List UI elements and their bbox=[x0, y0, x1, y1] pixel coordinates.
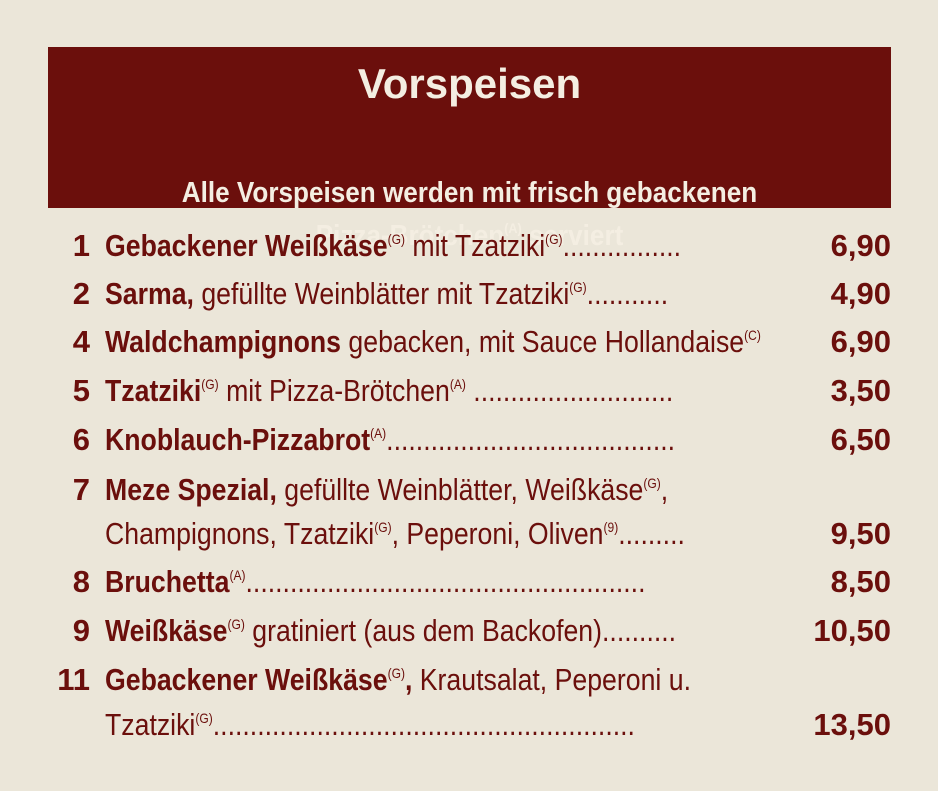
allergen-marker: (G) bbox=[227, 616, 245, 632]
menu-item-name: , bbox=[404, 662, 413, 697]
menu-item-line: 8 Bruchetta(A)...........................… bbox=[0, 562, 938, 602]
menu-item-text: ......... bbox=[618, 516, 685, 551]
menu-item-text: gratiniert (aus dem Backofen).......... bbox=[244, 613, 677, 648]
menu-item-line: 1 Gebackener Weißkäse(G) mit Tzatziki(G).… bbox=[0, 226, 938, 266]
menu-item-name: Gebackener Weißkäse bbox=[105, 228, 388, 263]
menu-item-price: 6,50 bbox=[830, 422, 891, 457]
allergen-marker: (A) bbox=[370, 425, 387, 441]
allergen-marker: (C) bbox=[744, 327, 761, 343]
menu-item-line: 6 Knoblauch-Pizzabrot(A).................… bbox=[0, 420, 938, 460]
menu-item-line: 7 Meze Spezial, gefüllte Weinblätter, Wei… bbox=[0, 470, 938, 510]
section-subtitle-line-2: Pizza-Brötchen(A) serviert bbox=[90, 218, 849, 254]
subtitle-bread-label: Pizza-Brötchen bbox=[315, 220, 505, 252]
menu-item-price: 9,50 bbox=[830, 516, 891, 551]
menu-item-number: 6 bbox=[72, 422, 90, 457]
menu-item-description: Gebackener Weißkäse(G), Krautsalat, Pepe… bbox=[105, 660, 691, 700]
menu-item-text: ................ bbox=[562, 228, 682, 263]
menu-item-price: 10,50 bbox=[813, 613, 891, 648]
allergen-marker: (G) bbox=[374, 519, 392, 535]
allergen-marker: (9) bbox=[603, 519, 619, 535]
menu-item-name: Tzatziki bbox=[105, 373, 202, 408]
menu-item-price: 3,50 bbox=[830, 373, 891, 408]
menu-item-price: 13,50 bbox=[813, 707, 891, 742]
menu-item-description: Knoblauch-Pizzabrot(A)..................… bbox=[105, 420, 675, 460]
menu-item-number: 9 bbox=[72, 613, 90, 648]
allergen-marker: (G) bbox=[387, 231, 405, 247]
allergen-marker: (G) bbox=[387, 665, 405, 681]
menu-item-line: 11 Gebackener Weißkäse(G), Krautsalat, Pe… bbox=[0, 660, 938, 700]
menu-item-line: 4 Waldchampignons gebacken, mit Sauce Hol… bbox=[0, 322, 938, 362]
menu-item-description: Meze Spezial, gefüllte Weinblätter, Weiß… bbox=[105, 470, 668, 510]
menu-item-description: Bruchetta(A)............................… bbox=[105, 562, 645, 602]
menu-item-text: ........................... bbox=[465, 373, 674, 408]
menu-item-text: Krautsalat, Peperoni u. bbox=[412, 662, 691, 697]
menu-item-number: 2 bbox=[72, 276, 90, 311]
menu-item-price: 6,90 bbox=[830, 228, 891, 263]
menu-item-name: Weißkäse bbox=[105, 613, 228, 648]
menu-item-text: mit Pizza-Brötchen bbox=[218, 373, 450, 408]
subtitle-allergen-marker: (A) bbox=[504, 220, 522, 236]
menu-item-number: 11 bbox=[57, 662, 90, 697]
menu-item-text: ........... bbox=[586, 276, 669, 311]
menu-item-text: ........................................… bbox=[245, 564, 646, 599]
menu-item-price: 8,50 bbox=[830, 564, 891, 599]
menu-item-description: Champignons, Tzatziki(G), Peperoni, Oliv… bbox=[105, 514, 685, 554]
menu-item-price: 4,90 bbox=[830, 276, 891, 311]
menu-item-text: gefüllte Weinblätter mit Tzatziki bbox=[193, 276, 570, 311]
menu-item-text: , bbox=[660, 472, 669, 507]
menu-item-line: 2 Sarma, gefüllte Weinblätter mit Tzatzik… bbox=[0, 274, 938, 314]
menu-item-number: 4 bbox=[72, 324, 90, 359]
menu-item-name: Bruchetta bbox=[105, 564, 230, 599]
subtitle-served-label: serviert bbox=[521, 220, 624, 252]
menu-item-line: Tzatziki(G).............................… bbox=[0, 705, 938, 745]
menu-item-number: 1 bbox=[72, 228, 90, 263]
allergen-marker: (A) bbox=[449, 376, 466, 392]
menu-item-number: 8 bbox=[72, 564, 90, 599]
menu-item-description: Gebackener Weißkäse(G) mit Tzatziki(G)..… bbox=[105, 226, 681, 266]
menu-item-line: 9 Weißkäse(G) gratiniert (aus dem Backofe… bbox=[0, 611, 938, 651]
menu-item-description: Waldchampignons gebacken, mit Sauce Holl… bbox=[105, 322, 761, 362]
allergen-marker: (G) bbox=[643, 475, 661, 491]
menu-item-text: gefüllte Weinblätter, Weißkäse bbox=[276, 472, 644, 507]
menu-item-name: Meze Spezial, bbox=[105, 472, 277, 507]
allergen-marker: (G) bbox=[569, 279, 587, 295]
menu-item-line: 5 Tzatziki(G) mit Pizza-Brötchen(A) .....… bbox=[0, 371, 938, 411]
menu-item-number: 7 bbox=[72, 472, 90, 507]
menu-item-text: Tzatziki bbox=[105, 707, 196, 742]
allergen-marker: (G) bbox=[195, 710, 213, 726]
menu-item-price: 6,90 bbox=[830, 324, 891, 359]
allergen-marker: (G) bbox=[201, 376, 219, 392]
menu-item-description: Tzatziki(G).............................… bbox=[105, 705, 635, 745]
section-title: Vorspeisen bbox=[357, 60, 582, 107]
menu-item-number: 5 bbox=[72, 373, 90, 408]
menu-item-name: Gebackener Weißkäse bbox=[105, 662, 388, 697]
menu-item-name: Knoblauch-Pizzabrot bbox=[105, 422, 371, 457]
menu-item-text: ........................................… bbox=[212, 707, 635, 742]
menu-item-text: ....................................... bbox=[386, 422, 676, 457]
menu-item-text: mit Tzatziki bbox=[404, 228, 546, 263]
allergen-marker: (A) bbox=[229, 567, 246, 583]
allergen-marker: (G) bbox=[545, 231, 563, 247]
menu-item-name: Sarma, bbox=[105, 276, 194, 311]
menu-item-name: Waldchampignons bbox=[105, 324, 342, 359]
menu-item-text: gebacken, mit Sauce Hollandaise bbox=[341, 324, 745, 359]
section-subtitle-line-1: Alle Vorspeisen werden mit frisch geback… bbox=[181, 177, 758, 209]
menu-item-line: Champignons, Tzatziki(G), Peperoni, Oliv… bbox=[0, 514, 938, 554]
menu-section-header: Vorspeisen Alle Vorspeisen werden mit fr… bbox=[48, 47, 891, 252]
menu-item-description: Weißkäse(G) gratiniert (aus dem Backofen… bbox=[105, 611, 676, 651]
menu-item-text: , Peperoni, Oliven bbox=[391, 516, 604, 551]
menu-item-description: Tzatziki(G) mit Pizza-Brötchen(A) ......… bbox=[105, 371, 673, 411]
menu-item-text: Champignons, Tzatziki bbox=[105, 516, 375, 551]
menu-item-description: Sarma, gefüllte Weinblätter mit Tzatziki… bbox=[105, 274, 668, 314]
